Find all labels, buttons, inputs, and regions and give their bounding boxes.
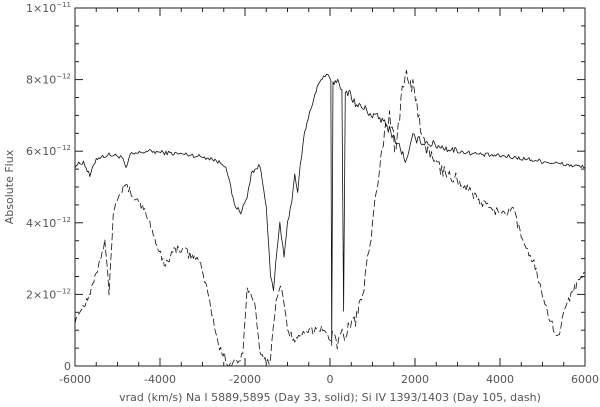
x-tick-label: -4000 — [144, 373, 176, 386]
y-tick-label: 8×10−12 — [26, 73, 71, 87]
y-tick-label: 0 — [64, 360, 71, 373]
series-group — [74, 69, 586, 367]
x-axis-label: vrad (km/s) Na I 5889,5895 (Day 33, soli… — [119, 391, 541, 404]
y-axis-label: Absolute Flux — [3, 149, 16, 224]
x-tick-label: 2000 — [401, 373, 429, 386]
ticks — [74, 7, 586, 367]
tick-labels: -6000 -4000 -2000 0 2000 4000 6000 0 2×10−12 4×10… — [26, 1, 599, 386]
y-tick-label: 4×10−12 — [26, 216, 71, 230]
x-tick-label: -2000 — [229, 373, 261, 386]
x-tick-label: 0 — [327, 373, 334, 386]
series-line-dash — [74, 69, 586, 367]
y-tick-label: 1×10−11 — [26, 1, 71, 15]
y-tick-label: 6×10−12 — [26, 144, 71, 158]
x-tick-label: -6000 — [59, 373, 91, 386]
x-tick-label: 6000 — [571, 373, 599, 386]
y-tick-label: 2×10−12 — [26, 287, 71, 301]
plot-frame — [74, 7, 586, 367]
x-tick-label: 4000 — [486, 373, 514, 386]
series-line-solid — [74, 73, 586, 346]
